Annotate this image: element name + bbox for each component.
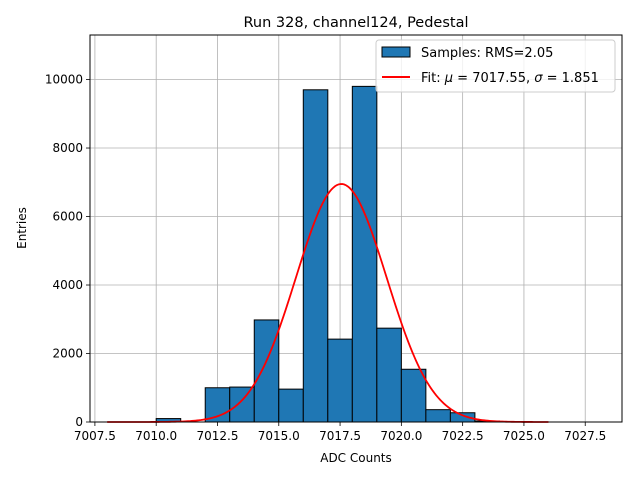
legend-fit-sigma-value: = 1.851 bbox=[542, 71, 598, 86]
plot-frame bbox=[89, 34, 623, 423]
chart-title: Run 328, channel124, Pedestal bbox=[243, 15, 468, 31]
histogram-bar bbox=[302, 89, 329, 423]
x-tick-label: 7027.5 bbox=[564, 429, 606, 443]
histogram-bar bbox=[253, 319, 280, 423]
y-tick-label: 4000 bbox=[52, 278, 83, 292]
x-tick-label: 7022.5 bbox=[442, 429, 484, 443]
legend: Samples: RMS=2.05 Fit: μ = 7017.55, σ = … bbox=[375, 39, 616, 93]
legend-fit-prefix: Fit: bbox=[421, 71, 445, 86]
histogram-bar bbox=[229, 386, 255, 423]
x-tick-label: 7015.0 bbox=[258, 429, 300, 443]
y-tick-label: 0 bbox=[75, 415, 83, 429]
x-tick-label: 7020.0 bbox=[380, 429, 422, 443]
y-tick-label: 2000 bbox=[52, 347, 83, 361]
legend-label-samples: Samples: RMS=2.05 bbox=[421, 46, 553, 61]
histogram-bar bbox=[425, 409, 451, 423]
x-tick-label: 7017.5 bbox=[319, 429, 361, 443]
x-axis-label: ADC Counts bbox=[320, 451, 392, 465]
x-tick-label: 7012.5 bbox=[196, 429, 238, 443]
x-tick-label: 7025.0 bbox=[503, 429, 545, 443]
x-tick-label: 7010.0 bbox=[135, 429, 177, 443]
histogram-bar bbox=[327, 338, 353, 423]
y-tick-label: 8000 bbox=[52, 141, 83, 155]
legend-swatch-samples bbox=[381, 46, 411, 58]
histogram-bars bbox=[155, 85, 500, 423]
legend-label-fit: Fit: μ = 7017.55, σ = 1.851 bbox=[421, 71, 599, 86]
legend-fit-mu-value: = 7017.55, bbox=[453, 71, 534, 86]
y-axis-label: Entries bbox=[15, 207, 29, 249]
histogram-bar bbox=[278, 388, 304, 423]
legend-fit-sigma-symbol: σ bbox=[534, 71, 543, 86]
histogram-bar bbox=[400, 368, 427, 423]
histogram-bar bbox=[351, 85, 378, 423]
y-axis-ticks: 0 2000 4000 6000 8000 10000 bbox=[45, 73, 90, 429]
histogram-bar bbox=[376, 327, 402, 423]
y-tick-label: 6000 bbox=[52, 210, 83, 224]
x-tick-label: 7007.5 bbox=[74, 429, 116, 443]
y-tick-label: 10000 bbox=[45, 73, 83, 87]
legend-box bbox=[375, 39, 616, 93]
x-axis-ticks: 7007.5 7010.0 7012.5 7015.0 7017.5 7020.0 7022… bbox=[74, 422, 606, 443]
legend-fit-mu-symbol: μ bbox=[444, 71, 453, 86]
